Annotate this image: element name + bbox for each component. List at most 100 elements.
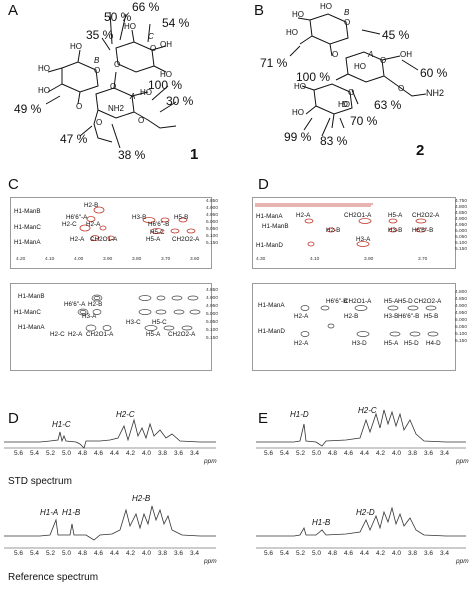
spectrum-d-top-x-11: 3.4 (190, 450, 200, 457)
structure-a-atom-ho-4: HO (124, 22, 136, 31)
reference-spectrum-caption: Reference spectrum (8, 572, 99, 583)
nmr-c-bottom-peak-2: H3-A (82, 313, 97, 320)
structure-a-atom-ho-3: HO (70, 42, 82, 51)
nmr-c-top (10, 197, 212, 269)
structure-b-pct-70: 70 % (350, 114, 378, 128)
nmr-c-bottom-peak-7: H5-C (152, 319, 167, 326)
spectrum-d-bot-x-3: 5.0 (62, 550, 72, 557)
nmr-c-bottom-y-0: 4.850 (206, 288, 219, 293)
nmr-c-top-left-label-2: H1-ManA (14, 239, 41, 246)
structure-b-ring-b: B (344, 8, 350, 17)
nmr-c-bottom-peak-6: H3-C (126, 319, 141, 326)
nmr-d-bottom-peak-13: H5-D (404, 340, 419, 347)
nmr-c-top-y-1: 4.900 (206, 206, 219, 211)
spectrum-e-std-trace (256, 409, 466, 447)
structure-b-atom-o-2: O (332, 50, 339, 59)
spectrum-d-bottom-unit: ppm (204, 558, 217, 565)
spectrum-d-bot-x-4: 4.8 (78, 550, 88, 557)
nmr-d-bottom-left-label-0: H1-ManA (258, 302, 285, 309)
spectrum-e-top-x-10: 3.6 (424, 450, 434, 457)
spectrum-e-bot-x-8: 4.0 (392, 550, 402, 557)
structure-a-atom-oh: OH (160, 40, 172, 49)
structure-a-ring-a: A (130, 92, 136, 101)
spectrum-d-bot-x-7: 4.2 (126, 550, 136, 557)
spectrum-d-bot-x-5: 4.6 (94, 550, 104, 557)
spectrum-d-top-x-6: 4.4 (110, 450, 120, 457)
spectrum-d-ref-trace (4, 505, 216, 541)
spectrum-e-top-x-1: 5.4 (280, 450, 290, 457)
nmr-d-bottom-y-1: 4.850 (455, 297, 468, 302)
nmr-c-bottom-peak-4: H2-A (68, 331, 83, 338)
spectrum-e-top-x-8: 4.0 (392, 450, 402, 457)
structure-a-pct-54: 54 % (162, 16, 190, 30)
panel-letter-b: B (254, 2, 265, 19)
nmr-d-bottom (252, 283, 456, 371)
structure-a-pct-35: 35 % (86, 28, 114, 42)
nmr-d-top-peak-6: H6'6"-B (412, 227, 434, 234)
structure-a-pct-38: 38 % (118, 148, 146, 162)
spectrum-e-top-x-7: 4.2 (376, 450, 386, 457)
nmr-c-top-peak-8: H2-A (70, 236, 85, 243)
structure-b-atom-ho-1: HO (292, 10, 304, 19)
spectrum-d-top-x-3: 5.0 (62, 450, 72, 457)
nmr-d-top-y-2: 4.850 (455, 211, 468, 216)
nmr-d-bottom-peak-3: H5-D (398, 298, 413, 305)
nmr-c-bottom-left-label-2: H1-ManA (18, 324, 45, 331)
nmr-d-bottom-y-5: 5.050 (455, 325, 468, 330)
spectrum-e-bot-x-2: 5.2 (296, 550, 306, 557)
nmr-c-x-tick-6: 3.60 (190, 257, 200, 262)
nmr-c-top-peak-3: H3-B (132, 214, 147, 221)
nmr-c-bottom-peak-9: CH2O2-A (168, 331, 196, 338)
spectrum-e-top-x-2: 5.2 (296, 450, 306, 457)
nmr-c-bottom-y-6: 5.150 (206, 336, 219, 341)
structure-b-atom-nh2: NH2 (426, 88, 445, 98)
nmr-c-bottom-y-3: 5.000 (206, 312, 219, 317)
nmr-c-top-peak-5: H5-B (174, 214, 189, 221)
nmr-d-x-tick-0: 4.30 (256, 257, 266, 262)
nmr-d-top-y-5: 5.000 (455, 229, 468, 234)
spectrum-d-bot-x-0: 5.6 (14, 550, 24, 557)
structure-b-pct-45: 45 % (382, 28, 410, 42)
spectrum-e-top-label-h2c: H2-C (358, 406, 377, 415)
nmr-c-top-y-5: 5.100 (206, 234, 219, 239)
nmr-d-top-peak-5: H3-B (388, 227, 403, 234)
std-spectrum-caption: STD spectrum (8, 476, 72, 487)
spectrum-d-top-x-10: 3.6 (174, 450, 184, 457)
spectrum-d-top-label-h2c: H2-C (116, 410, 135, 419)
nmr-d-top-peak-4: H2-B (326, 227, 341, 234)
panel-letter-e: E (258, 410, 269, 427)
nmr-c-x-tick-4: 3.80 (132, 257, 142, 262)
spectrum-e-bottom-unit: ppm (456, 558, 469, 565)
spectrum-e-bot-x-6: 4.4 (360, 550, 370, 557)
nmr-d-bottom-peak-7: H3-B (384, 313, 399, 320)
nmr-c-bottom-peaks (77, 294, 201, 332)
structure-a-pct-66: 66 % (132, 0, 160, 14)
structure-b-pct-63: 63 % (374, 98, 402, 112)
structure-b-pct-60: 60 % (420, 66, 448, 80)
spectrum-e-bot-x-11: 3.4 (440, 550, 450, 557)
spectrum-d-bottom-label-h2b: H2-B (132, 494, 151, 503)
structure-b-pct-100: 100 % (296, 70, 331, 84)
nmr-d-top-left-label-1: H1-ManB (262, 223, 289, 230)
compound-label-2: 2 (416, 142, 425, 159)
spectrum-d-bottom-label-h1b: H1-B (62, 508, 81, 517)
nmr-d-bottom-y-2: 4.900 (455, 304, 468, 309)
structure-b-pct-71: 71 % (260, 56, 288, 70)
spectrum-d-bot-x-2: 5.2 (46, 550, 56, 557)
compound-label-1: 1 (190, 146, 199, 163)
structure-b-atom-o-4: O (348, 88, 355, 97)
structure-a-atom-ho-1: HO (38, 64, 50, 73)
nmr-c-bottom-y-1: 4.900 (206, 296, 219, 301)
nmr-c-bottom-y-4: 5.050 (206, 320, 219, 325)
nmr-c-top-peak-0: H2-B (84, 202, 99, 209)
structure-a-pct-49: 49 % (14, 102, 42, 116)
nmr-d-bottom-y-4: 5.000 (455, 318, 468, 323)
structure-b: HO HO HO OH HO HO HO HO O O O O O NH2 B … (240, 0, 474, 170)
structure-b-atom-ho-5: HO (294, 82, 306, 91)
nmr-d-bottom-peak-2: H5-A (384, 298, 399, 305)
spectrum-d-top-x-5: 4.6 (94, 450, 104, 457)
nmr-c-top-peak-11: CH2O2-A (172, 236, 200, 243)
nmr-c-bottom-peak-3: H2-C (50, 331, 65, 338)
nmr-d-top-peak-1: CH2O1-A (344, 212, 372, 219)
structure-a: HO HO HO OH HO HO HO O O O O O O O NH2 B… (0, 0, 240, 170)
